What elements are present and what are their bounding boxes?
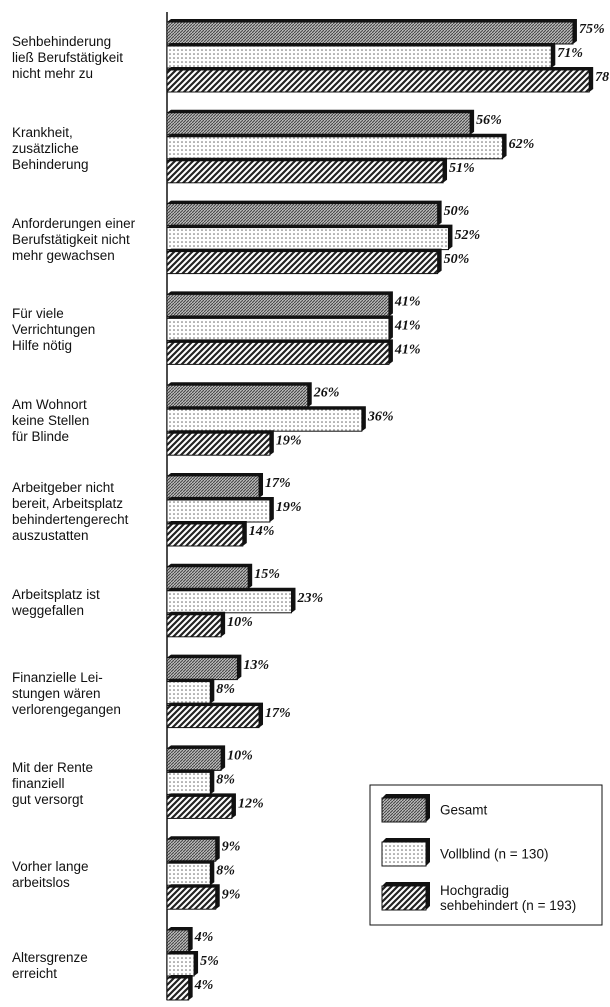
value-label: 23% xyxy=(296,591,323,606)
category-label: Vorher lange arbeitslos xyxy=(12,859,89,891)
category-label: Arbeitgeber nicht bereit, Arbeitsplatz b… xyxy=(12,480,129,543)
bar xyxy=(166,475,260,499)
category-label: Finanzielle Lei- stungen wären verloreng… xyxy=(12,669,121,717)
category-label: Altersgrenze erreicht xyxy=(12,950,88,981)
bar xyxy=(166,886,217,910)
value-label: 78% xyxy=(595,70,610,85)
value-label: 26% xyxy=(313,385,340,400)
value-label: 8% xyxy=(216,773,235,788)
bar xyxy=(166,136,504,160)
legend-label: Hochgradig sehbehindert (n = 193) xyxy=(440,883,577,913)
bar xyxy=(166,977,190,1001)
value-label: 5% xyxy=(200,954,219,969)
bar xyxy=(166,45,552,69)
value-label: 50% xyxy=(444,252,470,267)
category-label: Sehbehinderung ließ Berufstätigkeit nich… xyxy=(12,34,124,81)
value-label: 13% xyxy=(243,658,269,673)
bar xyxy=(166,953,195,977)
legend-swatch xyxy=(381,797,427,823)
value-label: 17% xyxy=(265,706,291,721)
category-label: Krankheit, zusätzliche Behinderung xyxy=(12,124,89,172)
value-label: 36% xyxy=(367,409,394,424)
bar xyxy=(166,705,260,729)
bar xyxy=(166,251,439,275)
value-label: 4% xyxy=(194,978,214,993)
value-label: 19% xyxy=(276,433,302,448)
bar xyxy=(166,614,222,638)
bar xyxy=(166,21,574,45)
value-label: 41% xyxy=(394,295,421,310)
value-label: 9% xyxy=(222,887,241,902)
category-label: Anforderungen einer Berufstätigkeit nich… xyxy=(12,215,136,263)
category-label: Am Wohnort keine Stellen für Blinde xyxy=(12,397,90,445)
bar xyxy=(166,317,390,341)
bar xyxy=(166,432,271,456)
bar xyxy=(166,681,211,705)
bar xyxy=(166,499,271,523)
value-label: 17% xyxy=(265,476,291,491)
value-label: 41% xyxy=(394,343,421,358)
value-label: 41% xyxy=(394,319,421,334)
value-label: 4% xyxy=(194,930,214,945)
bar xyxy=(166,293,390,317)
value-label: 71% xyxy=(557,46,583,61)
category-label: Mit der Rente finanziell gut versorgt xyxy=(12,760,94,808)
value-label: 8% xyxy=(216,863,235,878)
bar xyxy=(166,862,211,886)
value-label: 62% xyxy=(509,137,535,152)
value-label: 56% xyxy=(476,113,502,128)
bar xyxy=(166,566,249,590)
value-label: 12% xyxy=(238,797,264,812)
value-label: 75% xyxy=(579,22,605,37)
legend-label: Gesamt xyxy=(440,802,488,818)
bar xyxy=(166,590,292,614)
value-label: 8% xyxy=(216,682,235,697)
bar xyxy=(166,384,309,408)
bar xyxy=(166,112,471,136)
value-label: 15% xyxy=(254,567,280,582)
category-label: Arbeitsplatz ist weggefallen xyxy=(12,586,100,618)
bar xyxy=(166,838,217,862)
bar xyxy=(166,227,449,251)
bar xyxy=(166,747,222,771)
bar xyxy=(166,341,390,365)
value-label: 50% xyxy=(444,204,470,219)
value-label: 19% xyxy=(276,500,302,515)
legend-label: Vollblind (n = 130) xyxy=(440,846,549,862)
value-label: 51% xyxy=(449,161,475,176)
bar xyxy=(166,408,363,432)
bar xyxy=(166,795,233,819)
value-label: 10% xyxy=(227,749,253,764)
bar xyxy=(166,771,211,795)
bar xyxy=(166,203,439,227)
legend-swatch xyxy=(381,885,427,911)
bar xyxy=(166,657,238,681)
bar xyxy=(166,69,590,93)
bar xyxy=(166,160,444,184)
value-label: 52% xyxy=(454,228,480,243)
value-label: 14% xyxy=(249,524,275,539)
legend-swatch xyxy=(381,841,427,867)
bar xyxy=(166,929,190,953)
category-label: Für viele Verrichtungen Hilfe nötig xyxy=(12,306,96,354)
bar xyxy=(166,523,244,547)
value-label: 10% xyxy=(227,615,253,630)
value-label: 9% xyxy=(222,839,241,854)
